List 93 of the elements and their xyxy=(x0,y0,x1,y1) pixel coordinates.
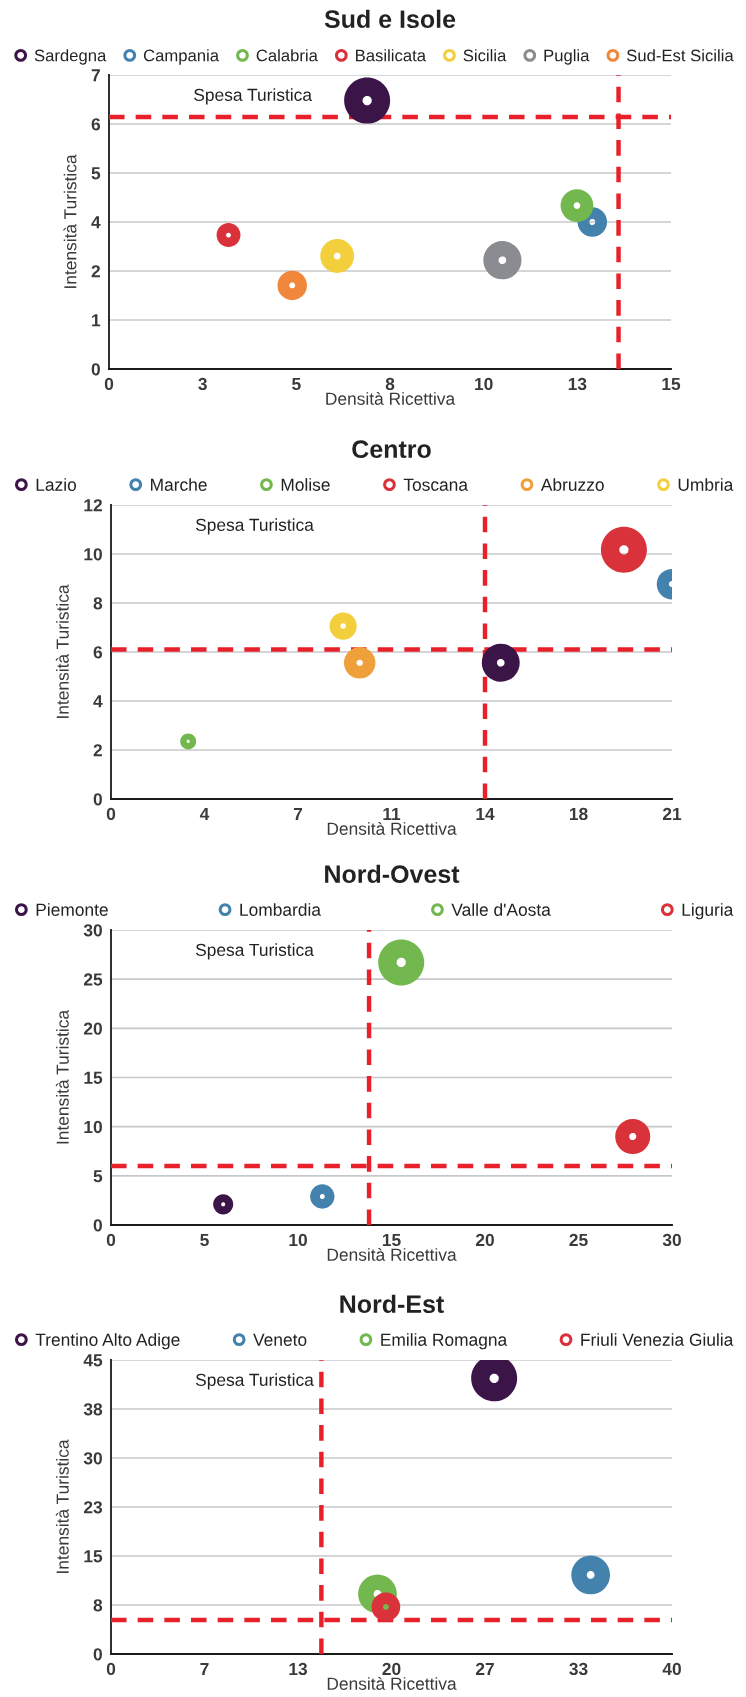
x-tick-label: 0 xyxy=(104,377,114,391)
chart-title: Nord-Est xyxy=(340,1294,444,1314)
y-tick-label: 2 xyxy=(91,265,100,278)
legend-label: Friuli Venezia Giulia xyxy=(581,1333,734,1346)
legend-label: Sicilia xyxy=(463,49,507,62)
x-tick-label: 27 xyxy=(475,1662,494,1675)
x-tick-label: 10 xyxy=(475,377,493,391)
x-tick-label: 13 xyxy=(568,377,587,391)
chart-title: Nord-Ovest xyxy=(325,864,460,884)
legend-label: Veneto xyxy=(253,1333,307,1346)
legend-label: Umbria xyxy=(678,478,734,491)
legend-label: Campania xyxy=(143,49,220,65)
y-tick-label: 4 xyxy=(93,695,103,708)
chart-title: Centro xyxy=(352,440,431,459)
annotation: Spesa Turistica xyxy=(194,88,312,105)
y-tick-label: 10 xyxy=(84,548,102,561)
y-tick-label: 0 xyxy=(93,1219,102,1232)
x-tick-label: 0 xyxy=(106,807,116,821)
x-axis-title: Densità Ricettiva xyxy=(327,1676,457,1690)
y-tick-label: 45 xyxy=(83,1354,103,1367)
legend-label: Trentino Alto Adige xyxy=(35,1333,180,1350)
annotation: Spesa Turistica xyxy=(195,518,314,535)
legend-label: Lombardia xyxy=(240,903,321,916)
legend-label: Molise xyxy=(281,478,330,491)
y-tick-label: 5 xyxy=(91,167,101,180)
x-tick-label: 7 xyxy=(200,1662,209,1675)
y-tick-label: 8 xyxy=(93,597,103,610)
y-tick-label: 5 xyxy=(93,1170,103,1183)
y-tick-label: 30 xyxy=(83,1452,102,1465)
x-tick-label: 0 xyxy=(106,1233,116,1247)
x-tick-label: 18 xyxy=(569,807,588,821)
y-axis-title: Intensità Turistica xyxy=(55,1439,69,1573)
x-axis-title: Densità Ricettiva xyxy=(326,391,456,405)
y-axis-title: Intensità Turistica xyxy=(55,584,69,718)
y-tick-label: 1 xyxy=(92,314,101,327)
legend-label: Marche xyxy=(151,478,207,491)
x-tick-label: 3 xyxy=(198,377,207,391)
x-tick-label: 5 xyxy=(292,377,301,391)
annotation: Spesa Turistica xyxy=(195,943,314,960)
y-tick-label: 38 xyxy=(83,1403,103,1416)
x-tick-label: 33 xyxy=(569,1662,588,1676)
y-tick-label: 7 xyxy=(91,69,100,82)
x-tick-label: 15 xyxy=(662,377,681,391)
y-tick-label: 10 xyxy=(84,1120,102,1134)
legend-label: Puglia xyxy=(544,49,590,65)
x-tick-label: 30 xyxy=(662,1233,681,1247)
x-tick-label: 11 xyxy=(383,807,401,820)
x-tick-label: 0 xyxy=(106,1662,116,1676)
annotation: Spesa Turistica xyxy=(195,1373,314,1390)
x-tick-label: 7 xyxy=(293,807,303,820)
x-tick-label: 14 xyxy=(476,807,495,820)
y-tick-label: 8 xyxy=(93,1599,103,1612)
y-axis-title: Intensità Turistica xyxy=(63,154,77,288)
y-tick-label: 25 xyxy=(83,973,103,986)
legend-label: Calabria xyxy=(256,49,318,62)
x-tick-label: 10 xyxy=(289,1233,307,1247)
legend-label: Sardegna xyxy=(34,49,107,65)
legend-label: Piemonte xyxy=(36,903,108,916)
x-tick-label: 5 xyxy=(200,1233,209,1247)
x-tick-label: 25 xyxy=(569,1233,588,1247)
y-tick-label: 15 xyxy=(84,1071,103,1084)
legend-label: Basilicata xyxy=(356,49,426,62)
x-tick-label: 8 xyxy=(385,377,395,391)
y-tick-label: 6 xyxy=(91,118,101,131)
y-tick-label: 23 xyxy=(83,1501,103,1514)
y-tick-label: 0 xyxy=(93,793,102,806)
y-tick-label: 20 xyxy=(83,1022,102,1035)
y-tick-label: 15 xyxy=(84,1550,103,1563)
x-tick-label: 20 xyxy=(475,1233,494,1247)
x-axis-title: Densità Ricettiva xyxy=(327,1247,457,1261)
y-tick-label: 0 xyxy=(93,1648,102,1661)
legend-label: Toscana xyxy=(403,478,468,491)
legend-label: Sud-Est Sicilia xyxy=(626,49,734,62)
legend-label: Liguria xyxy=(682,903,734,920)
y-tick-label: 4 xyxy=(91,216,101,229)
x-tick-label: 21 xyxy=(662,807,682,820)
x-tick-label: 40 xyxy=(662,1662,681,1676)
x-tick-label: 4 xyxy=(199,807,210,820)
y-tick-label: 12 xyxy=(84,499,102,512)
y-tick-label: 2 xyxy=(93,744,102,757)
legend-label: Lazio xyxy=(36,478,77,491)
chart-title: Sud e Isole xyxy=(324,9,456,29)
x-tick-label: 13 xyxy=(289,1662,308,1676)
y-tick-label: 0 xyxy=(91,363,100,376)
y-tick-label: 6 xyxy=(93,646,103,659)
y-axis-title: Intensità Turistica xyxy=(55,1009,69,1144)
legend-label: Emilia Romagna xyxy=(381,1333,508,1350)
legend-label: Abruzzo xyxy=(540,478,604,491)
x-axis-title: Densità Ricettiva xyxy=(327,821,457,835)
legend-label: Valle d'Aosta xyxy=(451,903,551,916)
x-tick-label: 20 xyxy=(382,1662,401,1676)
y-tick-label: 30 xyxy=(83,924,102,937)
x-tick-label: 15 xyxy=(382,1233,401,1247)
